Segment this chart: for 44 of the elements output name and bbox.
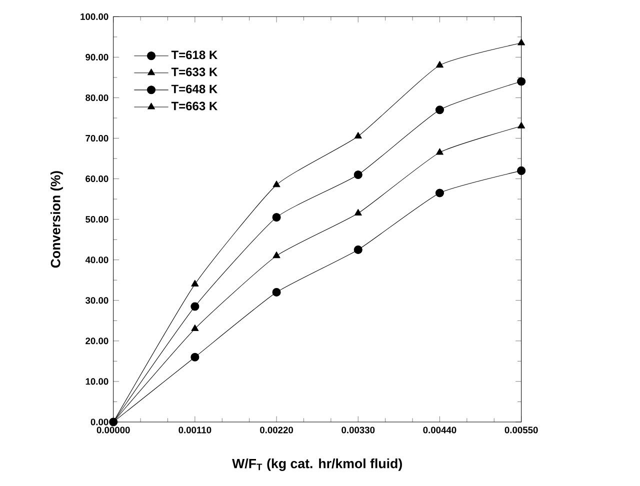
- x-tick-label: 0.00000: [96, 426, 130, 434]
- y-tick-label: 90.00: [86, 54, 108, 60]
- x-tick-label: 0.00550: [504, 426, 538, 434]
- point: [517, 77, 526, 86]
- x-tick-label: 0.00110: [178, 426, 212, 434]
- point: [354, 132, 362, 139]
- point: [354, 208, 362, 216]
- y-tick-label: 10.00: [86, 378, 108, 385]
- x-axis-title: W/F$_{T}$ (kg cat. hr/kmol fluid): [232, 458, 402, 471]
- y-tick-label: 70.00: [86, 134, 108, 142]
- y-axis-title: Conversion (%): [50, 171, 63, 268]
- y-tick-label: 30.00: [85, 297, 108, 304]
- point: [190, 352, 200, 362]
- point: [518, 122, 526, 128]
- legend-label: T=663 K: [171, 102, 218, 110]
- y-tick-label: 50.00: [86, 216, 108, 223]
- legend-label: T=648 K: [171, 84, 218, 94]
- y-tick-label: 80.00: [86, 94, 108, 102]
- legend-label: T=633 K: [171, 68, 218, 76]
- legend-label: T=618 K: [171, 50, 218, 60]
- y-tick-label: 40.00: [85, 256, 108, 264]
- x-tick-label: 0.00440: [423, 426, 456, 434]
- point: [109, 418, 118, 426]
- point: [517, 166, 526, 175]
- point: [272, 252, 280, 258]
- point: [435, 188, 444, 198]
- y-tick-label: 0.00: [90, 418, 108, 426]
- y-tick-label: 20.00: [86, 338, 108, 344]
- point: [435, 106, 444, 114]
- point: [272, 180, 280, 188]
- x-tick-label: 0.00220: [260, 426, 294, 434]
- point: [436, 61, 444, 68]
- point: [190, 302, 200, 311]
- point: [436, 148, 444, 155]
- point: [518, 38, 526, 46]
- point: [354, 245, 362, 254]
- point: [191, 280, 199, 286]
- y-tick-label: 60.00: [86, 176, 108, 182]
- point: [354, 170, 362, 180]
- y-tick-label: 100.00: [80, 13, 108, 20]
- x-tick-label: 0.00330: [342, 426, 375, 434]
- point: [272, 213, 281, 222]
- point: [272, 288, 281, 297]
- point: [191, 324, 199, 332]
